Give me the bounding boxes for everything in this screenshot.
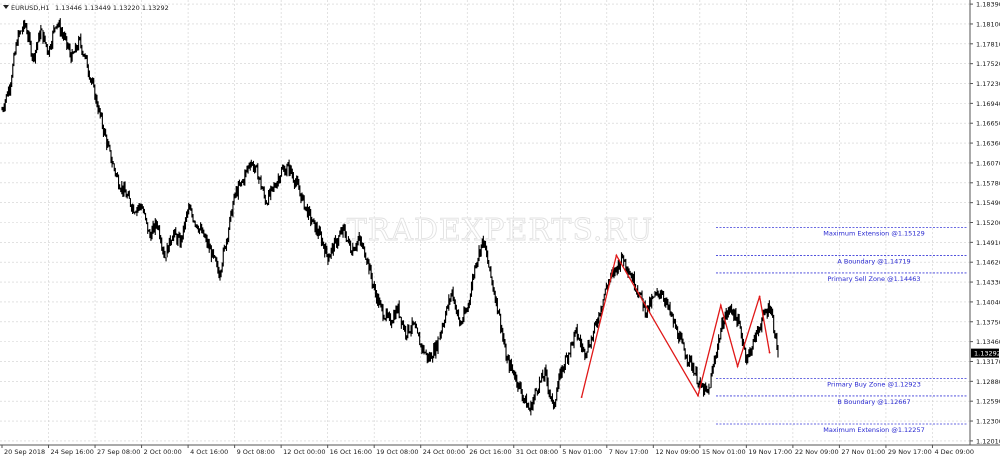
price-tick-label: 1.16650 bbox=[976, 120, 1000, 128]
time-tick-label: 31 Oct 08:00 bbox=[516, 448, 558, 456]
price-axis[interactable]: 1.18390 1.18100 1.17810 1.17520 1.17230 1.169… bbox=[970, 1, 1000, 446]
watermark: TRADEXPERTS.RU bbox=[347, 213, 654, 248]
price-tick-label: 1.16940 bbox=[976, 100, 1000, 108]
time-tick-label: 19 Nov 17:00 bbox=[748, 448, 792, 456]
pattern-point bbox=[615, 254, 618, 257]
symbol-label: EURUSD,H1 bbox=[11, 4, 49, 12]
price-tick-label: 1.12880 bbox=[976, 378, 1000, 386]
current-price-label: 1.13292 bbox=[974, 350, 1000, 358]
price-tick-label: 1.13460 bbox=[976, 338, 1000, 346]
price-tick-label: 1.17810 bbox=[976, 40, 1000, 48]
current-price-marker: 1.13292 bbox=[971, 348, 1000, 358]
time-tick-label: 24 Sep 16:00 bbox=[51, 448, 94, 456]
price-bars bbox=[1, 18, 779, 416]
time-tick-label: 7 Nov 17:00 bbox=[609, 448, 649, 456]
chart-grid bbox=[0, 0, 970, 445]
price-series bbox=[1, 18, 779, 416]
price-tick-label: 1.18100 bbox=[976, 20, 1000, 28]
ohlc-readout: 1.13446 1.13449 1.13220 1.13292 bbox=[55, 4, 169, 12]
level-label: Primary Sell Zone @1.14463 bbox=[828, 275, 921, 283]
time-tick-label: 29 Nov 17:00 bbox=[888, 448, 932, 456]
harmonic-pattern bbox=[580, 253, 771, 398]
time-tick-label: 4 Dec 09:00 bbox=[934, 448, 974, 456]
time-tick-label: 16 Oct 16:00 bbox=[330, 448, 372, 456]
pattern-point bbox=[580, 396, 583, 398]
price-tick-label: 1.17520 bbox=[976, 60, 1000, 68]
level-label: Maximum Extension @1.15129 bbox=[823, 229, 924, 237]
price-tick-label: 1.12010 bbox=[976, 437, 1000, 445]
pattern-point bbox=[768, 351, 771, 354]
harmonic-levels: Maximum Extension @1.15129 A Boundary @1.… bbox=[716, 226, 968, 434]
price-tick-label: 1.14620 bbox=[976, 259, 1000, 267]
pattern-point bbox=[736, 365, 739, 368]
price-tick-label: 1.12590 bbox=[976, 398, 1000, 406]
time-tick-label: 24 Oct 00:00 bbox=[423, 448, 465, 456]
price-tick-label: 1.14910 bbox=[976, 239, 1000, 247]
time-tick-label: 9 Oct 08:00 bbox=[237, 448, 275, 456]
price-tick-label: 1.16070 bbox=[976, 159, 1000, 167]
price-tick-label: 1.15490 bbox=[976, 199, 1000, 207]
price-tick-label: 1.16360 bbox=[976, 140, 1000, 148]
price-tick-label: 1.14040 bbox=[976, 298, 1000, 306]
time-tick-label: 22 Nov 09:00 bbox=[795, 448, 839, 456]
time-tick-label: 15 Nov 01:00 bbox=[702, 448, 746, 456]
price-tick-label: 1.17230 bbox=[976, 80, 1000, 88]
price-tick-label: 1.13750 bbox=[976, 318, 1000, 326]
level-label: B Boundary @1.12667 bbox=[837, 398, 910, 406]
chart-header: EURUSD,H1 1.13446 1.13449 1.13220 1.1329… bbox=[3, 4, 169, 12]
time-tick-label: 2 Oct 00:00 bbox=[144, 448, 182, 456]
time-tick-label: 27 Sep 08:00 bbox=[97, 448, 140, 456]
pattern-point bbox=[719, 304, 722, 307]
price-tick-label: 1.15780 bbox=[976, 179, 1000, 187]
symbol-dropdown-icon[interactable] bbox=[3, 5, 9, 9]
time-axis[interactable]: 20 Sep 2018 24 Sep 16:00 27 Sep 08:00 2 Oct… bbox=[1, 445, 974, 456]
price-tick-label: 1.12300 bbox=[976, 418, 1000, 426]
current-price-box bbox=[971, 348, 999, 358]
time-tick-label: 5 Nov 01:00 bbox=[562, 448, 602, 456]
price-tick-label: 1.15200 bbox=[976, 219, 1000, 227]
time-tick-label: 12 Nov 09:00 bbox=[655, 448, 699, 456]
time-tick-label: 26 Oct 16:00 bbox=[469, 448, 511, 456]
time-tick-label: 12 Oct 00:00 bbox=[283, 448, 325, 456]
level-label: Primary Buy Zone @1.12923 bbox=[827, 380, 921, 388]
pattern-point bbox=[697, 394, 699, 397]
pattern-point bbox=[758, 295, 761, 298]
time-tick-label: 20 Sep 2018 bbox=[4, 448, 45, 456]
time-tick-label: 19 Oct 08:00 bbox=[376, 448, 418, 456]
price-tick-label: 1.13170 bbox=[976, 358, 1000, 366]
level-label: Maximum Extension @1.12257 bbox=[823, 426, 924, 434]
price-tick-label: 1.14330 bbox=[976, 279, 1000, 287]
level-label: A Boundary @1.14719 bbox=[837, 257, 910, 265]
price-tick-label: 1.18390 bbox=[976, 1, 1000, 9]
time-tick-label: 27 Nov 01:00 bbox=[841, 448, 885, 456]
time-tick-label: 4 Oct 16:00 bbox=[190, 448, 228, 456]
